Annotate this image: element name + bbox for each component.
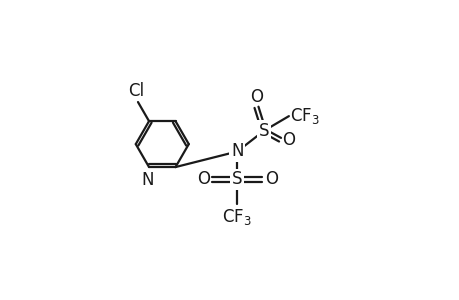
Text: O: O (264, 170, 277, 188)
Text: CF$_3$: CF$_3$ (290, 106, 319, 126)
Text: O: O (282, 131, 295, 149)
Text: Cl: Cl (128, 82, 144, 100)
Text: S: S (232, 170, 242, 188)
Text: N: N (141, 172, 153, 190)
Text: S: S (258, 122, 269, 140)
Text: O: O (249, 88, 263, 106)
Text: CF$_3$: CF$_3$ (222, 207, 252, 227)
Text: N: N (230, 142, 243, 160)
Text: O: O (196, 170, 209, 188)
